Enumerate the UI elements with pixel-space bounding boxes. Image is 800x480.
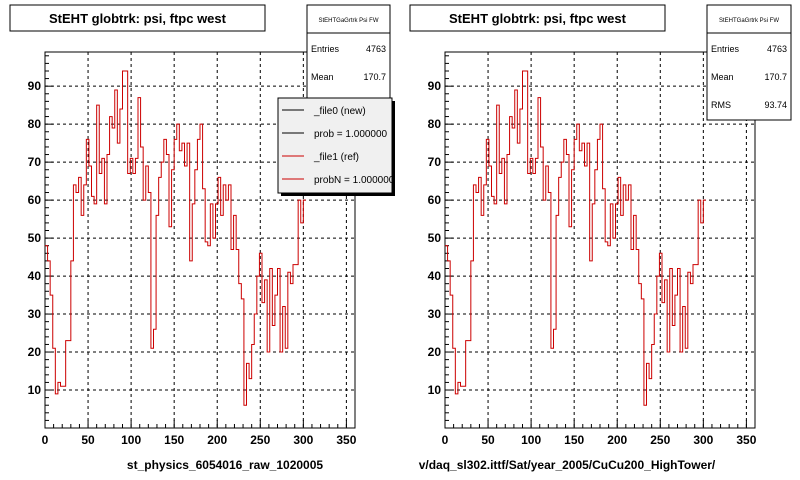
legend-label: _file0 (new) bbox=[313, 106, 366, 117]
x-tick-label: 50 bbox=[81, 433, 95, 447]
x-tick-label: 250 bbox=[650, 433, 670, 447]
file-label: st_physics_6054016_raw_1020005 bbox=[127, 458, 323, 472]
y-tick-label: 60 bbox=[28, 193, 42, 207]
file-label: v/daq_sl302.ittf/Sat/year_2005/CuCu200_H… bbox=[419, 458, 716, 472]
y-tick-label: 40 bbox=[428, 269, 442, 283]
x-tick-label: 350 bbox=[736, 433, 756, 447]
plot-title: StEHT globtrk: psi, ftpc west bbox=[449, 11, 627, 26]
title-box bbox=[9, 4, 266, 32]
y-tick-label: 80 bbox=[28, 117, 42, 131]
stats-label: Mean bbox=[711, 72, 734, 82]
stats-box: StEHTGaGrtrk Psi FW Entries 4763 Mean 170.7 R… bbox=[706, 4, 792, 121]
x-tick-label: 0 bbox=[442, 433, 449, 447]
y-tick-label: 20 bbox=[28, 345, 42, 359]
x-tick-label: 150 bbox=[164, 433, 184, 447]
stats-title: StEHTGaGrtrk Psi FW bbox=[319, 18, 379, 24]
histogram-series-1 bbox=[445, 70, 706, 406]
histogram-series-1 bbox=[45, 70, 306, 406]
stats-frame bbox=[306, 4, 391, 116]
x-tick-label: 50 bbox=[481, 433, 495, 447]
stats-value: 170.7 bbox=[363, 72, 386, 82]
legend: _file0 (new) prob = 1.000000 _file1 (ref) p… bbox=[277, 97, 395, 196]
plot-title: StEHT globtrk: psi, ftpc west bbox=[49, 11, 227, 26]
stats-frame bbox=[706, 4, 792, 121]
x-tick-label: 100 bbox=[121, 433, 141, 447]
y-tick-label: 50 bbox=[28, 231, 42, 245]
y-tick-label: 30 bbox=[428, 307, 442, 321]
stats-title: StEHTGaGrtrk Psi FW bbox=[719, 18, 779, 24]
y-tick-label: 90 bbox=[28, 79, 42, 93]
stats-box: StEHTGaGrtrk Psi FW Entries 4763 Mean 170.7 bbox=[306, 4, 391, 116]
x-tick-label: 300 bbox=[693, 433, 713, 447]
x-tick-label: 200 bbox=[607, 433, 627, 447]
x-tick-label: 200 bbox=[207, 433, 227, 447]
y-tick-label: 70 bbox=[428, 155, 442, 169]
y-tick-label: 10 bbox=[428, 383, 442, 397]
title-box bbox=[409, 4, 666, 32]
stats-label: Entries bbox=[711, 44, 740, 54]
legend-frame bbox=[277, 97, 393, 194]
y-tick-label: 40 bbox=[28, 269, 42, 283]
y-tick-label: 50 bbox=[428, 231, 442, 245]
y-tick-label: 10 bbox=[28, 383, 42, 397]
x-tick-label: 100 bbox=[521, 433, 541, 447]
chart-panel-2: 0 50 100 150 200 250 300 350 10 20 30 40 50 60 70 80 90 S… bbox=[409, 4, 792, 472]
x-tick-label: 150 bbox=[564, 433, 584, 447]
stats-label: Mean bbox=[311, 72, 334, 82]
legend-label: prob = 1.000000 bbox=[314, 129, 388, 140]
stats-label: Entries bbox=[311, 44, 340, 54]
stats-value: 4763 bbox=[767, 44, 787, 54]
y-tick-label: 30 bbox=[28, 307, 42, 321]
x-tick-label: 250 bbox=[250, 433, 270, 447]
y-tick-label: 90 bbox=[428, 79, 442, 93]
stats-label: RMS bbox=[711, 100, 731, 110]
y-tick-label: 60 bbox=[428, 193, 442, 207]
stats-value: 4763 bbox=[366, 44, 386, 54]
stats-value: 93.74 bbox=[764, 100, 787, 110]
legend-label: probN = 1.000000 bbox=[314, 175, 395, 186]
stats-value: 170.7 bbox=[764, 72, 787, 82]
y-tick-label: 80 bbox=[428, 117, 442, 131]
x-tick-label: 350 bbox=[336, 433, 356, 447]
x-tick-label: 300 bbox=[293, 433, 313, 447]
legend-label: _file1 (ref) bbox=[313, 152, 359, 163]
y-tick-label: 70 bbox=[28, 155, 42, 169]
chart-panel-1: 0 50 100 150 200 250 300 350 10 20 30 40 50 60 70 80 90 S… bbox=[9, 4, 395, 472]
y-tick-label: 20 bbox=[428, 345, 442, 359]
x-tick-label: 0 bbox=[42, 433, 49, 447]
